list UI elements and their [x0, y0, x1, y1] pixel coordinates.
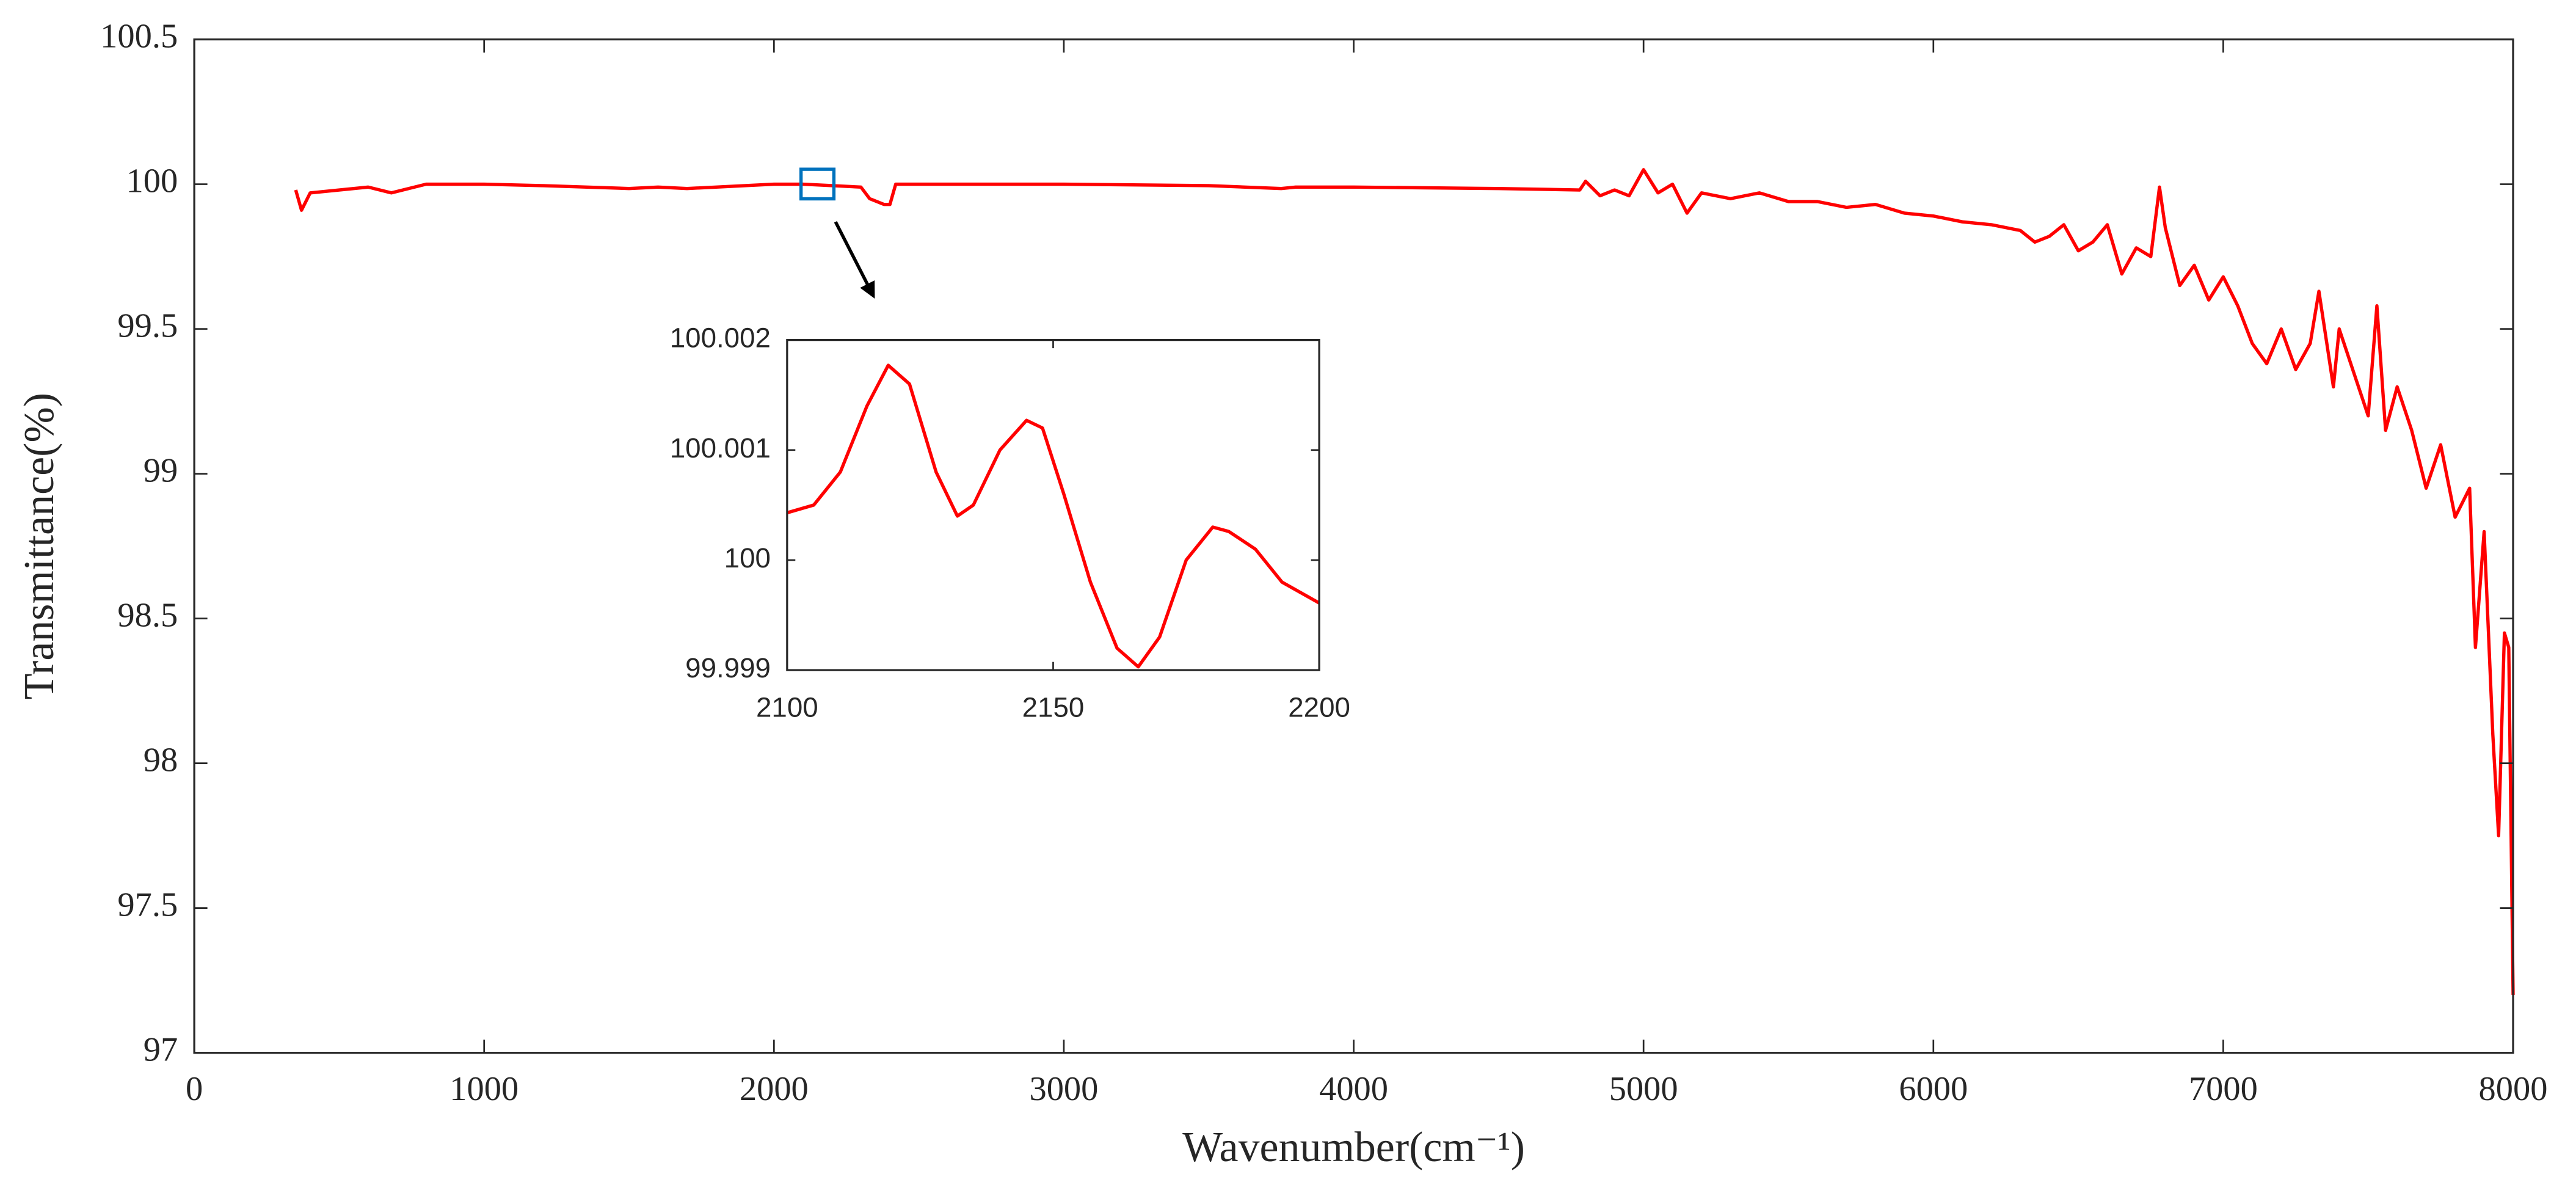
x-tick-label: 7000 — [2189, 1070, 2258, 1108]
x-tick-label: 4000 — [1319, 1070, 1388, 1108]
x-tick-label: 2000 — [740, 1070, 809, 1108]
y-tick-label: 99.5 — [117, 307, 178, 345]
y-tick-label: 100 — [724, 542, 771, 574]
data-line — [294, 168, 2515, 995]
x-tick-label: 2200 — [1288, 692, 1350, 723]
data-line — [787, 363, 1320, 669]
y-tick-label: 98.5 — [117, 597, 178, 635]
main-chart: 0 1000 2000 3000 4000 5000 6000 7000 8000 97 97.5 9… — [16, 17, 2548, 1171]
x-tick-label: 3000 — [1029, 1070, 1098, 1108]
zoom-marker — [799, 167, 836, 201]
plot-area — [787, 340, 1320, 671]
zoom-arrow — [834, 220, 875, 299]
x-tick-label: 0 — [186, 1070, 203, 1108]
y-tick-label: 100.002 — [670, 323, 771, 354]
y-tick-label: 100.001 — [670, 432, 771, 464]
y-tick-label: 99 — [144, 452, 178, 490]
y-tick-label: 99.999 — [685, 652, 771, 683]
y-tick-label: 97 — [144, 1031, 178, 1069]
y-tick-label: 97.5 — [117, 886, 178, 924]
x-axis-label: Wavenumber(cm⁻¹) — [1182, 1124, 1525, 1171]
plot-area — [194, 39, 2514, 1053]
y-tick-label: 100.5 — [100, 17, 178, 55]
x-tick-label: 1000 — [449, 1070, 518, 1108]
x-tick-label: 8000 — [2479, 1070, 2548, 1108]
x-tick-label: 6000 — [1899, 1070, 1968, 1108]
y-tick-label: 100 — [126, 162, 178, 200]
x-tick-label: 2150 — [1022, 692, 1085, 723]
inset-chart: 2100 2150 2200 99.999 100 100.001 100.002 — [670, 323, 1350, 723]
y-tick-label: 98 — [144, 742, 178, 779]
x-tick-label: 5000 — [1609, 1070, 1678, 1108]
y-axis-label: Transmittance(%) — [16, 393, 63, 699]
x-tick-label: 2100 — [756, 692, 818, 723]
